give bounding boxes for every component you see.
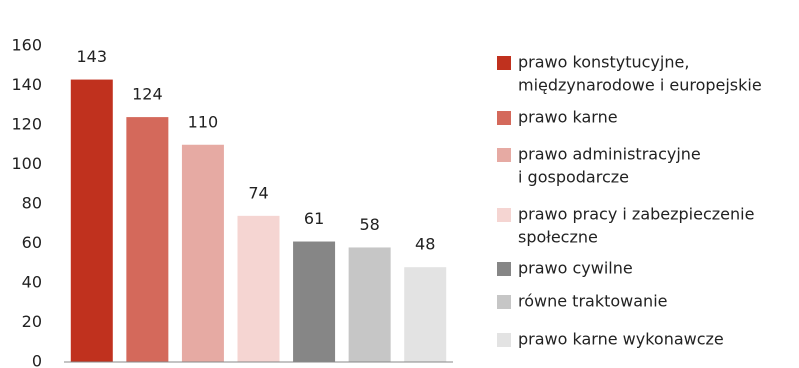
y-tick-label: 140 [11,75,42,94]
value-label: 110 [188,112,219,131]
y-tick-label: 0 [32,352,42,368]
legend-label: prawo konstytucyjne, [518,53,689,72]
legend-swatch [497,56,511,70]
legend-label: prawo pracy i zabezpieczenie [518,205,754,224]
bar [126,117,169,362]
legend-label: międzynarodowe i europejskie [518,76,762,95]
legend-label: prawo karne [518,108,618,127]
y-tick-label: 40 [22,273,42,292]
bar [181,144,224,362]
legend-swatch [497,295,511,309]
y-tick-label: 160 [11,36,42,55]
bar [348,247,391,362]
value-label: 74 [248,183,268,202]
bar [293,241,336,362]
y-tick-label: 80 [22,194,42,213]
legend-swatch [497,333,511,347]
y-tick-label: 120 [11,115,42,134]
legend-label: społeczne [518,228,598,247]
value-label: 58 [359,215,379,234]
legend-swatch [497,208,511,222]
legend-label: prawo administracyjne [518,145,701,164]
y-tick-label: 20 [22,312,42,331]
y-tick-label: 100 [11,154,42,173]
bar [404,267,447,362]
legend-label: i gospodarcze [518,168,629,187]
bar [237,215,280,362]
value-label: 124 [132,85,163,104]
bar [70,79,113,362]
y-tick-label: 60 [22,233,42,252]
value-label: 143 [77,47,108,66]
value-label: 61 [304,209,324,228]
legend-label: prawo cywilne [518,259,633,278]
legend-swatch [497,262,511,276]
legend-label: równe traktowanie [518,292,667,311]
legend-swatch [497,148,511,162]
legend-label: prawo karne wykonawcze [518,330,724,349]
value-label: 48 [415,235,435,254]
legend-swatch [497,111,511,125]
